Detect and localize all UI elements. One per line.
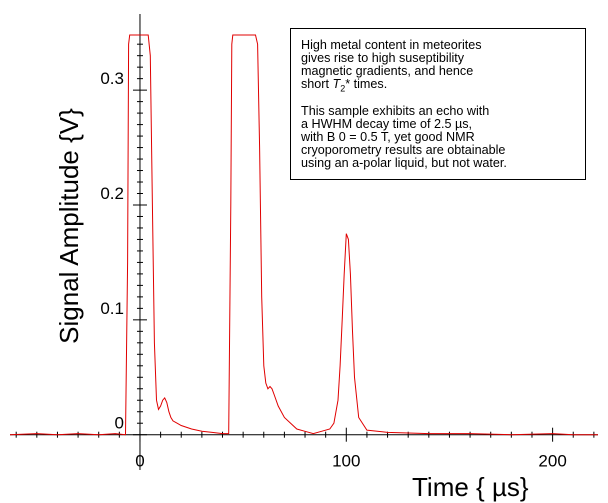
x-tick-labels: 0 100 200 — [135, 452, 567, 471]
y-tick-label: 0.3 — [100, 69, 124, 88]
y-tick-label: 0 — [115, 414, 124, 433]
x-tick-label: 0 — [135, 452, 144, 471]
annotation-text-1b: * times. — [345, 77, 388, 91]
y-axis-title: Signal Amplitude {V} — [54, 108, 84, 344]
y-tick-label: 0.2 — [100, 184, 124, 203]
annotation-paragraph-2: This sample exhibits an echo with a HWHM… — [301, 103, 507, 170]
x-axis-title: Time { µs} — [412, 472, 529, 502]
annotation-paragraph-1: High metal content in meteorites gives r… — [301, 39, 577, 96]
signal-line — [9, 34, 598, 436]
x-tick-label: 100 — [332, 452, 360, 471]
y-major-ticks — [132, 89, 147, 436]
y-tick-label: 0.1 — [100, 299, 124, 318]
annotation-text-1a: High metal content in meteorites gives r… — [301, 38, 482, 91]
annotation-box: High metal content in meteorites gives r… — [290, 28, 586, 180]
x-tick-label: 200 — [538, 452, 566, 471]
y-minor-ticks — [136, 43, 143, 424]
t2-symbol: T — [332, 77, 341, 91]
y-tick-labels: 0 0.1 0.2 0.3 — [100, 69, 124, 433]
t2-subscript: 2 — [340, 83, 346, 94]
